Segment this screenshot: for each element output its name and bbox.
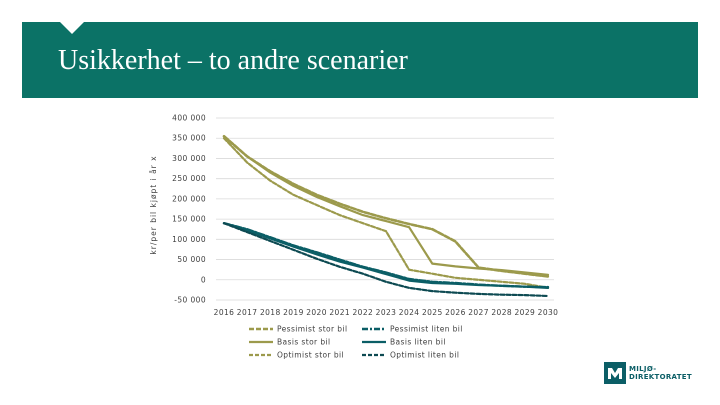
y-tick-label: 100 000 (172, 235, 206, 244)
series-line (222, 222, 550, 298)
x-tick-label: 2029 (515, 308, 536, 317)
slide-title: Usikkerhet – to andre scenarier (58, 45, 408, 76)
y-tick-label: 300 000 (172, 154, 206, 163)
legend-label: Optimist stor bil (277, 351, 344, 360)
x-tick-label: 2016 (214, 308, 235, 317)
legend-label: Pessimist stor bil (277, 325, 347, 334)
x-tick-label: 2017 (237, 308, 258, 317)
legend-label: Basis liten bil (390, 338, 446, 347)
y-tick-label: 50 000 (177, 255, 206, 264)
series-line (222, 137, 550, 289)
title-banner (22, 22, 698, 98)
y-tick-label: 400 000 (172, 114, 206, 123)
x-tick-label: 2026 (445, 308, 466, 317)
y-axis-label: kr/per bil kjøpt i år x (149, 155, 158, 254)
y-tick-label: 350 000 (172, 134, 206, 143)
x-tick-label: 2019 (283, 308, 304, 317)
x-tick-label: 2028 (491, 308, 512, 317)
y-tick-label: 0 (201, 275, 206, 284)
x-tick-label: 2022 (353, 308, 374, 317)
logo-wordmark: MILJØ- DIREKTORATET (629, 365, 692, 381)
x-tick-label: 2025 (422, 308, 443, 317)
y-axis-ticks: -50 000 0 50 000 100 000 150 000 200 000 250 0… (172, 114, 206, 305)
y-tick-label: 200 000 (172, 194, 206, 203)
y-tick-label: 150 000 (172, 215, 206, 224)
banner-notch (60, 22, 84, 34)
gridlines (216, 117, 554, 301)
legend: Pessimist stor bil Basis stor bil Optimist… (249, 325, 463, 360)
legend-label: Pessimist liten bil (390, 325, 463, 334)
series-lines (222, 134, 550, 298)
x-tick-label: 2030 (538, 308, 559, 317)
series-line (222, 222, 550, 289)
series-line (222, 134, 550, 278)
legend-label: Optimist liten bil (390, 351, 459, 360)
y-tick-label: -50 000 (174, 296, 206, 305)
x-tick-label: 2021 (329, 308, 350, 317)
logo-emblem-icon (604, 362, 626, 384)
x-tick-label: 2018 (260, 308, 281, 317)
x-tick-label: 2027 (468, 308, 489, 317)
legend-label: Basis stor bil (277, 338, 330, 347)
logo: MILJØ- DIREKTORATET (604, 362, 700, 384)
x-axis-ticks: 2016 2017 2018 2019 2020 2021 2022 2023 2024 2025… (214, 308, 559, 317)
x-tick-label: 2024 (399, 308, 420, 317)
x-tick-label: 2020 (306, 308, 327, 317)
series-line (222, 135, 550, 276)
series-line (222, 221, 550, 289)
x-tick-label: 2023 (376, 308, 397, 317)
y-tick-label: 250 000 (172, 174, 206, 183)
